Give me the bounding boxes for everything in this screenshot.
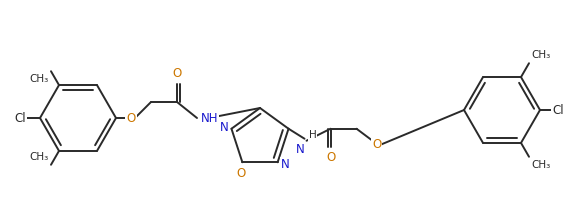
Text: O: O [237, 167, 246, 180]
Text: CH₃: CH₃ [531, 160, 550, 170]
Text: Cl: Cl [15, 112, 26, 124]
Text: H: H [309, 130, 316, 140]
Text: N: N [220, 121, 229, 134]
Text: CH₃: CH₃ [30, 152, 49, 162]
Text: N: N [281, 158, 289, 171]
Text: CH₃: CH₃ [531, 50, 550, 60]
Text: NH: NH [201, 112, 219, 124]
Text: O: O [172, 67, 182, 80]
Text: O: O [326, 151, 335, 164]
Text: N: N [296, 143, 305, 156]
Text: O: O [127, 112, 135, 124]
Text: CH₃: CH₃ [30, 74, 49, 84]
Text: Cl: Cl [552, 103, 564, 116]
Text: O: O [372, 138, 381, 151]
